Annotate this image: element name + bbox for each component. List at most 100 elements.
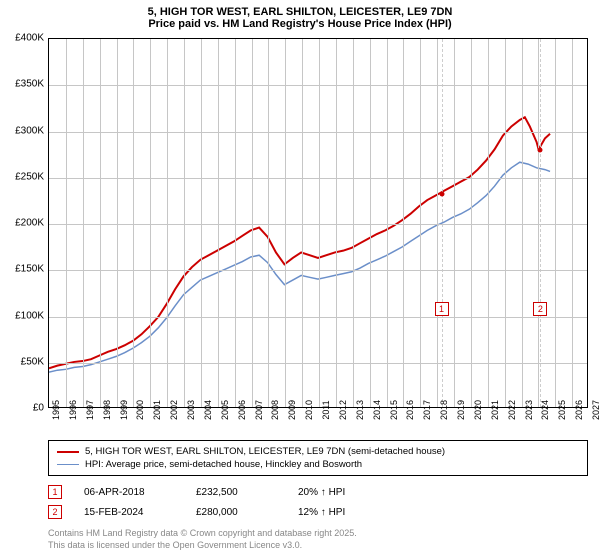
marker-badge: 2 bbox=[533, 302, 547, 316]
xtick-label: 2027 bbox=[591, 400, 600, 420]
legend-item-property: 5, HIGH TOR WEST, EARL SHILTON, LEICESTE… bbox=[57, 445, 579, 458]
xtick-label: 2004 bbox=[203, 400, 213, 420]
gridline-v bbox=[505, 39, 506, 407]
xtick-label: 2005 bbox=[220, 400, 230, 420]
gridline-h bbox=[49, 270, 587, 271]
gridline-v bbox=[437, 39, 438, 407]
gridline-v bbox=[235, 39, 236, 407]
marker-rows: 106-APR-2018£232,50020% ↑ HPI215-FEB-202… bbox=[48, 482, 588, 522]
xtick-label: 2002 bbox=[169, 400, 179, 420]
gridline-v bbox=[471, 39, 472, 407]
gridline-h bbox=[49, 85, 587, 86]
series-hpi bbox=[49, 162, 550, 372]
ytick-label: £350K bbox=[15, 79, 44, 90]
gridline-v bbox=[370, 39, 371, 407]
gridline-v bbox=[336, 39, 337, 407]
title-block: 5, HIGH TOR WEST, EARL SHILTON, LEICESTE… bbox=[0, 0, 600, 32]
marker-row-hpi: 12% ↑ HPI bbox=[298, 507, 388, 518]
xtick-label: 1995 bbox=[51, 400, 61, 420]
gridline-v bbox=[66, 39, 67, 407]
gridline-h bbox=[49, 224, 587, 225]
xtick-label: 2024 bbox=[540, 400, 550, 420]
marker-dot bbox=[538, 148, 543, 153]
xtick-label: 2001 bbox=[152, 400, 162, 420]
xtick-label: 2006 bbox=[237, 400, 247, 420]
marker-row: 106-APR-2018£232,50020% ↑ HPI bbox=[48, 482, 588, 502]
gridline-v bbox=[252, 39, 253, 407]
marker-line bbox=[442, 39, 443, 407]
marker-row-badge: 2 bbox=[48, 505, 62, 519]
ytick-label: £250K bbox=[15, 171, 44, 182]
gridline-v bbox=[420, 39, 421, 407]
chart-container: 5, HIGH TOR WEST, EARL SHILTON, LEICESTE… bbox=[0, 0, 600, 560]
gridline-v bbox=[403, 39, 404, 407]
title-line-1: 5, HIGH TOR WEST, EARL SHILTON, LEICESTE… bbox=[10, 6, 590, 18]
gridline-v bbox=[150, 39, 151, 407]
gridline-v bbox=[488, 39, 489, 407]
xtick-label: 2011 bbox=[321, 400, 331, 419]
xtick-label: 2007 bbox=[254, 400, 264, 420]
gridline-v bbox=[133, 39, 134, 407]
legend-swatch-hpi bbox=[57, 464, 79, 466]
footer-line-2: This data is licensed under the Open Gov… bbox=[48, 540, 588, 552]
gridline-v bbox=[319, 39, 320, 407]
gridline-v bbox=[167, 39, 168, 407]
gridline-v bbox=[184, 39, 185, 407]
marker-row: 2 15-FEB-2024 £280,000 12% ↑ HPI bbox=[48, 502, 588, 522]
xtick-label: 2026 bbox=[574, 400, 584, 420]
gridline-h bbox=[49, 363, 587, 364]
xtick-label: 2013 bbox=[355, 400, 365, 420]
xtick-label: 2023 bbox=[524, 400, 534, 420]
gridline-v bbox=[538, 39, 539, 407]
xtick-label: 2008 bbox=[270, 400, 280, 420]
gridline-v bbox=[302, 39, 303, 407]
ytick-label: £400K bbox=[15, 33, 44, 44]
gridline-h bbox=[49, 178, 587, 179]
xtick-label: 2021 bbox=[490, 400, 500, 420]
gridline-v bbox=[572, 39, 573, 407]
legend-label-property: 5, HIGH TOR WEST, EARL SHILTON, LEICESTE… bbox=[85, 446, 445, 457]
legend-label-hpi: HPI: Average price, semi-detached house,… bbox=[85, 459, 362, 470]
xtick-label: 2000 bbox=[135, 400, 145, 420]
xtick-label: 2012 bbox=[338, 400, 348, 420]
legend: 5, HIGH TOR WEST, EARL SHILTON, LEICESTE… bbox=[48, 440, 588, 476]
xtick-label: 1998 bbox=[102, 400, 112, 420]
gridline-h bbox=[49, 317, 587, 318]
series-property bbox=[49, 117, 550, 368]
gridline-h bbox=[49, 132, 587, 133]
gridline-v bbox=[522, 39, 523, 407]
marker-badge: 1 bbox=[435, 302, 449, 316]
footer-line-1: Contains HM Land Registry data © Crown c… bbox=[48, 528, 588, 540]
xtick-label: 2014 bbox=[372, 400, 382, 420]
xtick-label: 2003 bbox=[186, 400, 196, 420]
ytick-label: £50K bbox=[21, 356, 44, 367]
marker-line bbox=[540, 39, 541, 407]
gridline-v bbox=[353, 39, 354, 407]
xtick-label: 2010 bbox=[304, 400, 314, 420]
gridline-v bbox=[268, 39, 269, 407]
xtick-label: 2020 bbox=[473, 400, 483, 420]
ytick-label: £100K bbox=[15, 310, 44, 321]
xtick-label: 1997 bbox=[85, 400, 95, 420]
title-line-2: Price paid vs. HM Land Registry's House … bbox=[10, 18, 590, 30]
gridline-v bbox=[454, 39, 455, 407]
xtick-label: 2017 bbox=[422, 400, 432, 420]
xtick-label: 2009 bbox=[287, 400, 297, 420]
gridline-v bbox=[117, 39, 118, 407]
ytick-label: £150K bbox=[15, 264, 44, 275]
xtick-label: 1996 bbox=[68, 400, 78, 420]
ytick-label: £300K bbox=[15, 125, 44, 136]
gridline-v bbox=[201, 39, 202, 407]
legend-item-hpi: HPI: Average price, semi-detached house,… bbox=[57, 458, 579, 471]
xtick-label: 2025 bbox=[557, 400, 567, 420]
footer: Contains HM Land Registry data © Crown c… bbox=[48, 528, 588, 551]
marker-row-price: £232,500 bbox=[196, 487, 276, 498]
xtick-label: 1999 bbox=[119, 400, 129, 420]
marker-row-hpi: 20% ↑ HPI bbox=[298, 487, 388, 498]
marker-row-price: £280,000 bbox=[196, 507, 276, 518]
xtick-label: 2019 bbox=[456, 400, 466, 420]
xtick-label: 2016 bbox=[405, 400, 415, 420]
gridline-v bbox=[285, 39, 286, 407]
marker-row-date: 15-FEB-2024 bbox=[84, 507, 174, 518]
ytick-label: £200K bbox=[15, 218, 44, 229]
